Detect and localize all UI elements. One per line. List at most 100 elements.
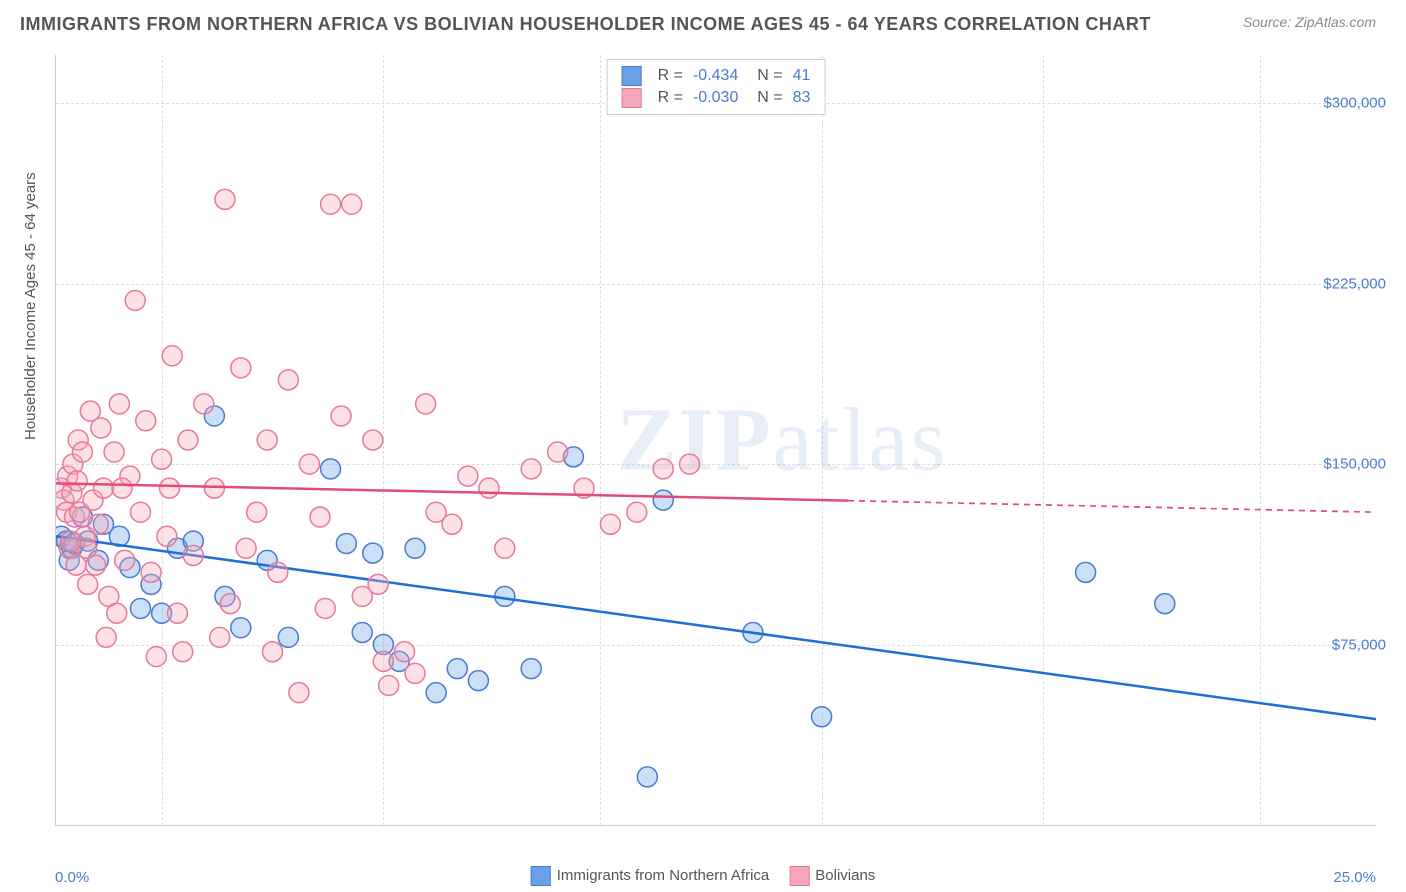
legend-n-label: N = (748, 67, 782, 85)
data-point (495, 538, 515, 558)
data-point (61, 531, 81, 551)
data-point (363, 430, 383, 450)
legend-row: R = -0.030 N = 83 (622, 88, 811, 108)
data-point (442, 514, 462, 534)
data-point (405, 538, 425, 558)
y-axis-label: Householder Income Ages 45 - 64 years (22, 172, 39, 440)
legend-item: Bolivians (789, 866, 875, 886)
data-point (210, 627, 230, 647)
legend-series-name: Immigrants from Northern Africa (557, 867, 770, 884)
legend-r-value: -0.030 (693, 89, 738, 107)
data-point (379, 675, 399, 695)
data-point (521, 459, 541, 479)
data-point (72, 442, 92, 462)
data-point (247, 502, 267, 522)
data-point (112, 478, 132, 498)
data-point (88, 514, 108, 534)
data-point (405, 663, 425, 683)
data-point (109, 394, 129, 414)
data-point (94, 478, 114, 498)
data-point (104, 442, 124, 462)
data-point (336, 533, 356, 553)
data-point (257, 430, 277, 450)
data-point (289, 683, 309, 703)
data-point (352, 623, 372, 643)
legend-swatch (531, 866, 551, 886)
data-point (162, 346, 182, 366)
data-point (236, 538, 256, 558)
data-point (136, 411, 156, 431)
data-point (368, 574, 388, 594)
data-point (426, 683, 446, 703)
chart-svg (56, 55, 1376, 825)
data-point (363, 543, 383, 563)
data-point (458, 466, 478, 486)
data-point (521, 659, 541, 679)
data-point (310, 507, 330, 527)
data-point (183, 546, 203, 566)
data-point (220, 594, 240, 614)
data-point (157, 526, 177, 546)
data-point (321, 459, 341, 479)
data-point (141, 562, 161, 582)
data-point (321, 194, 341, 214)
correlation-legend: R =-0.434 N =41R =-0.030 N =83 (607, 59, 826, 115)
data-point (331, 406, 351, 426)
data-point (167, 603, 187, 623)
x-tick-max: 25.0% (1333, 869, 1376, 886)
plot-area: ZIPatlas R =-0.434 N =41R =-0.030 N =83 (55, 55, 1376, 826)
data-point (173, 642, 193, 662)
data-point (160, 478, 180, 498)
data-point (91, 418, 111, 438)
data-point (67, 471, 87, 491)
chart-title: IMMIGRANTS FROM NORTHERN AFRICA VS BOLIV… (20, 14, 1151, 35)
legend-r-label: R = (658, 89, 683, 107)
data-point (130, 502, 150, 522)
data-point (812, 707, 832, 727)
x-tick-min: 0.0% (55, 869, 89, 886)
data-point (152, 449, 172, 469)
source-label: Source: ZipAtlas.com (1243, 14, 1376, 30)
data-point (146, 647, 166, 667)
legend-swatch (622, 66, 642, 86)
data-point (130, 598, 150, 618)
data-point (194, 394, 214, 414)
data-point (653, 459, 673, 479)
trend-line (56, 536, 1376, 719)
legend-row: R =-0.434 N =41 (622, 66, 811, 86)
legend-series-name: Bolivians (815, 867, 875, 884)
data-point (342, 194, 362, 214)
data-point (394, 642, 414, 662)
data-point (231, 618, 251, 638)
series-legend: Immigrants from Northern Africa Bolivians (531, 866, 876, 886)
legend-r-label: R = (658, 67, 683, 85)
data-point (231, 358, 251, 378)
data-point (278, 370, 298, 390)
data-point (1076, 562, 1096, 582)
data-point (548, 442, 568, 462)
data-point (262, 642, 282, 662)
data-point (315, 598, 335, 618)
data-point (107, 603, 127, 623)
trend-line-dashed (848, 501, 1376, 513)
data-point (468, 671, 488, 691)
data-point (299, 454, 319, 474)
legend-n-value: 83 (793, 89, 811, 107)
data-point (125, 290, 145, 310)
legend-n-label: N = (748, 89, 782, 107)
data-point (66, 555, 86, 575)
data-point (600, 514, 620, 534)
data-point (278, 627, 298, 647)
legend-swatch (622, 88, 642, 108)
data-point (637, 767, 657, 787)
data-point (479, 478, 499, 498)
data-point (680, 454, 700, 474)
data-point (96, 627, 116, 647)
data-point (178, 430, 198, 450)
data-point (268, 562, 288, 582)
data-point (115, 550, 135, 570)
data-point (78, 574, 98, 594)
legend-item: Immigrants from Northern Africa (531, 866, 770, 886)
legend-swatch (789, 866, 809, 886)
legend-r-value: -0.434 (693, 67, 738, 85)
